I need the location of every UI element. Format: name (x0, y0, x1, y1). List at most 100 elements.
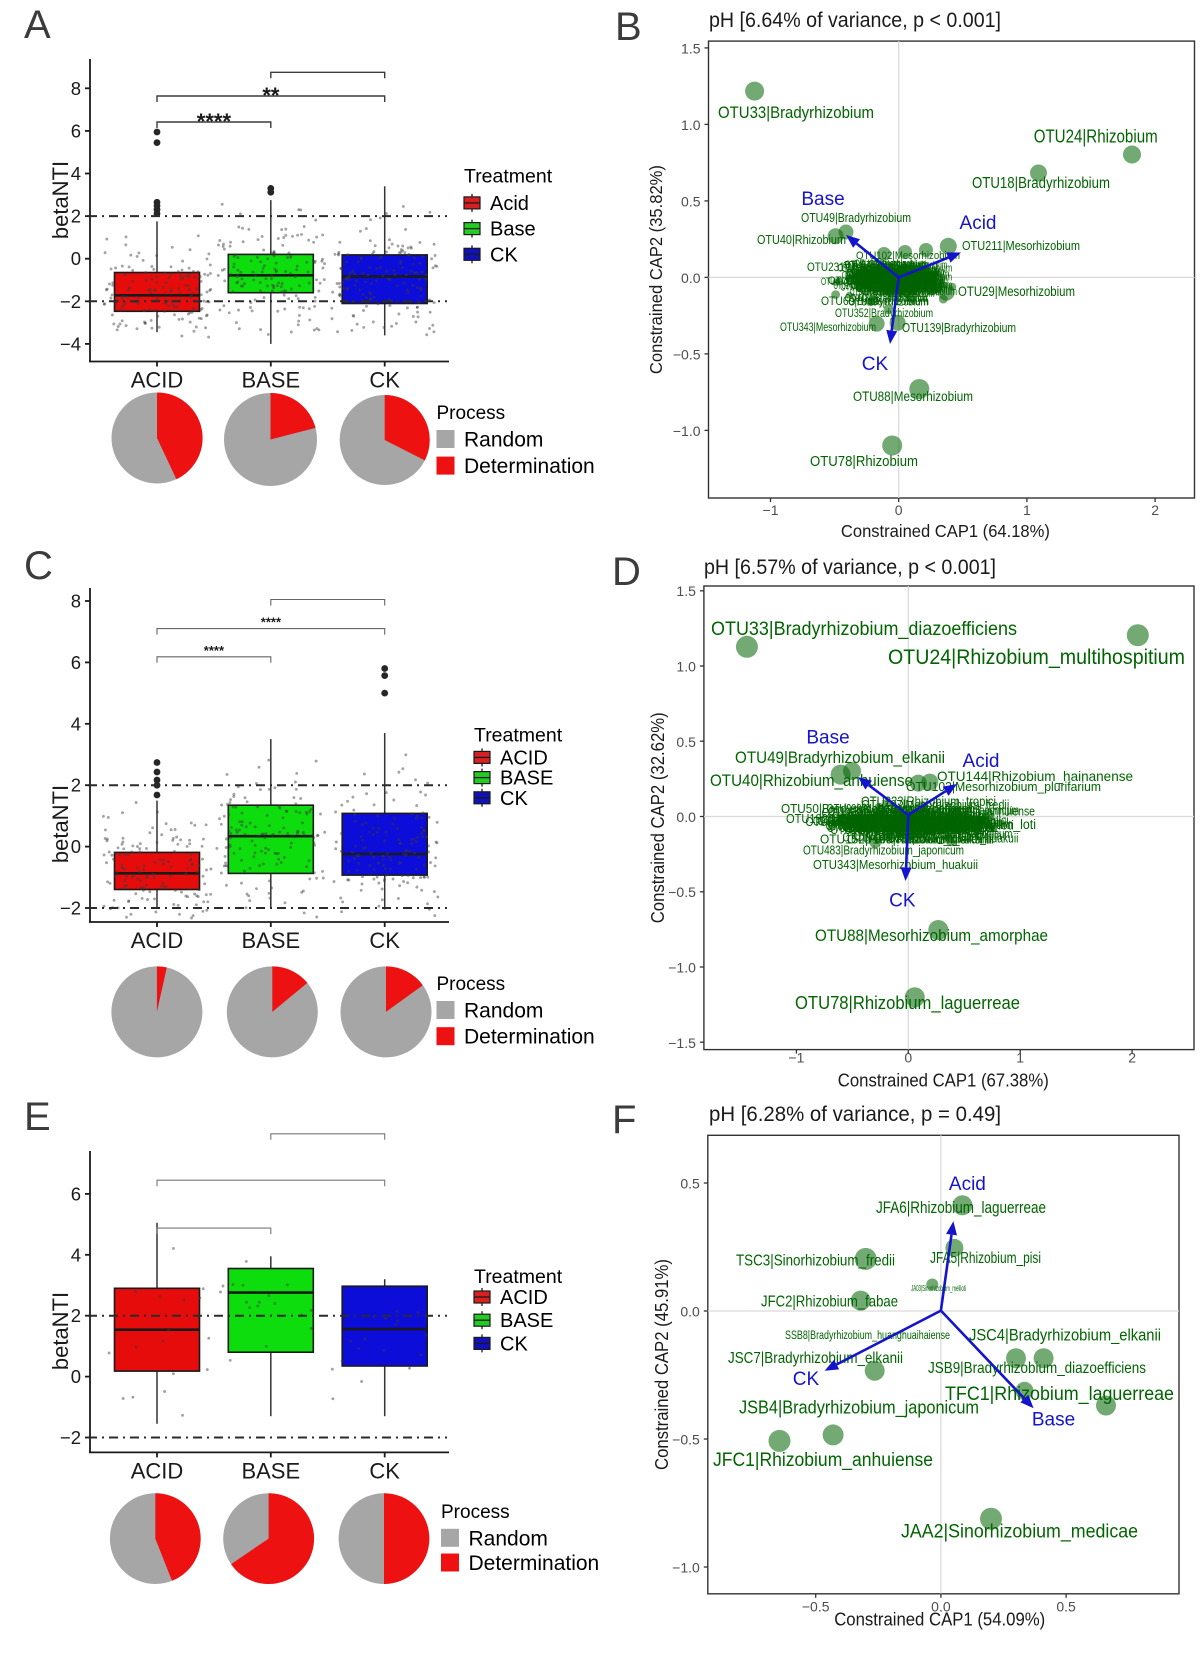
svg-text:OTU272|Rhizobium: OTU272|Rhizobium (854, 269, 925, 281)
svg-text:−1.0: −1.0 (668, 960, 696, 976)
svg-text:1.0: 1.0 (681, 117, 701, 133)
svg-text:CK: CK (500, 1333, 528, 1355)
svg-text:OTU191|Rhizobium: OTU191|Rhizobium (862, 275, 939, 287)
svg-text:Acid: Acid (490, 193, 529, 215)
svg-text:OTU88|Mesorhizobium_amorphae: OTU88|Mesorhizobium_amorphae (815, 926, 1048, 945)
svg-text:pH [6.57% of variance, p < 0.0: pH [6.57% of variance, p < 0.001] (704, 555, 996, 579)
svg-text:OTU241|Mesorhizobium: OTU241|Mesorhizobium (834, 280, 897, 292)
svg-text:A: A (24, 3, 51, 47)
svg-text:OTU296|Bradyrhizobium_japonicu: OTU296|Bradyrhizobium_japonicum (848, 814, 986, 828)
svg-text:OTU33|Bradyrhizobium: OTU33|Bradyrhizobium (718, 103, 874, 122)
svg-text:2: 2 (71, 1305, 81, 1326)
svg-text:0.5: 0.5 (1056, 1598, 1076, 1614)
svg-text:OTU195|Rhizobium_elkanii: OTU195|Rhizobium_elkanii (847, 833, 994, 847)
svg-text:Acid: Acid (949, 1174, 986, 1195)
svg-text:OTU39|Rhizobium: OTU39|Rhizobium (876, 271, 942, 283)
svg-text:OTU102|Mesorhizobium: OTU102|Mesorhizobium (856, 250, 960, 262)
svg-text:OTU330|Bradyrhizobium: OTU330|Bradyrhizobium (850, 286, 918, 298)
svg-text:OTU328|Rhizobium: OTU328|Rhizobium (866, 276, 936, 288)
svg-text:OTU35|Bradyrhizobium_huakuii: OTU35|Bradyrhizobium_huakuii (882, 816, 1006, 830)
svg-text:OTU197|Sinorhizobium: OTU197|Sinorhizobium (851, 274, 933, 286)
svg-text:OTU248|Sinorhizobium_huakuii: OTU248|Sinorhizobium_huakuii (828, 820, 977, 834)
svg-text:OTU162|Mesorhizobium: OTU162|Mesorhizobium (852, 280, 915, 292)
svg-text:CK: CK (369, 928, 400, 953)
svg-text:OTU212|Mesorhizobium_huakuii: OTU212|Mesorhizobium_huakuii (861, 818, 982, 832)
svg-text:ACID: ACID (500, 747, 548, 769)
svg-text:CK: CK (500, 788, 528, 810)
svg-text:JA03|Sinorhizobium_meliloti: JA03|Sinorhizobium_meliloti (911, 1284, 966, 1293)
svg-text:OTU33|Bradyrhizobium_diazoeffi: OTU33|Bradyrhizobium_diazoefficiens (711, 618, 1017, 640)
svg-text:TSC3|Sinorhizobium_fredii: TSC3|Sinorhizobium_fredii (736, 1253, 895, 1270)
svg-text:betaNTI: betaNTI (48, 161, 73, 239)
svg-text:OTU298|Mesorhizobium_elkanii: OTU298|Mesorhizobium_elkanii (860, 813, 984, 827)
svg-text:OTU83|Mesorhizobium_huakuii: OTU83|Mesorhizobium_huakuii (853, 814, 981, 828)
svg-text:OTU28|Sinorhizobium: OTU28|Sinorhizobium (871, 275, 936, 287)
svg-text:OTU88|Mesorhizobium: OTU88|Mesorhizobium (853, 388, 973, 404)
svg-text:OTU314|Sinorhizobium_loti: OTU314|Sinorhizobium_loti (865, 819, 1014, 833)
svg-text:OTU251|Bradyrhizobium: OTU251|Bradyrhizobium (845, 270, 912, 282)
svg-text:OTU23|Mesorhizobium_loti: OTU23|Mesorhizobium_loti (886, 817, 1036, 832)
svg-text:OTU326|Bradyrhizobium_loti: OTU326|Bradyrhizobium_loti (856, 821, 996, 835)
svg-text:OTU232|Rhizobium: OTU232|Rhizobium (846, 268, 926, 280)
svg-text:OTU117|Bradyrhizobium: OTU117|Bradyrhizobium (853, 276, 917, 288)
svg-text:OTU420|Sinorhizobium: OTU420|Sinorhizobium (844, 277, 921, 289)
svg-text:Treatment: Treatment (474, 725, 563, 747)
svg-text:OTU378|Mesorhizobium: OTU378|Mesorhizobium (856, 283, 922, 295)
svg-text:OTU454|Rhizobium: OTU454|Rhizobium (869, 282, 941, 294)
svg-text:JSB9|Bradyrhizobium_diazoeffic: JSB9|Bradyrhizobium_diazoefficiens (928, 1360, 1146, 1377)
svg-text:CK: CK (369, 1458, 400, 1483)
svg-text:OTU18|Bradyrhizobium: OTU18|Bradyrhizobium (972, 175, 1110, 192)
svg-text:OTU181|Bradyrhizobium: OTU181|Bradyrhizobium (856, 277, 937, 289)
svg-text:OTU252|Mesorhizobium_tropici: OTU252|Mesorhizobium_tropici (847, 816, 984, 830)
svg-text:CK: CK (862, 354, 889, 375)
svg-text:OTU78|Rhizobium: OTU78|Rhizobium (810, 453, 918, 470)
svg-text:OTU104|Sinorhizobium: OTU104|Sinorhizobium (867, 273, 934, 285)
svg-text:JSC7|Bradyrhizobium_elkanii: JSC7|Bradyrhizobium_elkanii (728, 1350, 903, 1367)
svg-text:OTU483|Mesorhizobium: OTU483|Mesorhizobium (851, 273, 933, 285)
svg-text:OTU49|Bradyrhizobium: OTU49|Bradyrhizobium (801, 210, 911, 225)
svg-text:OTU401|Rhizobium_loti: OTU401|Rhizobium_loti (847, 821, 981, 835)
svg-text:Random: Random (464, 429, 543, 452)
svg-text:BASE: BASE (241, 1458, 300, 1483)
svg-text:OTU56|Sinorhizobium_tropici: OTU56|Sinorhizobium_tropici (847, 809, 980, 823)
svg-text:betaNTI: betaNTI (48, 785, 73, 863)
svg-text:OTU64|Bradyrhizobium: OTU64|Bradyrhizobium (868, 280, 945, 292)
svg-text:JSB4|Bradyrhizobium_japonicum: JSB4|Bradyrhizobium_japonicum (739, 1397, 979, 1418)
svg-text:1.5: 1.5 (681, 40, 701, 56)
svg-text:OTU262|Mesorhizobium_japonicum: OTU262|Mesorhizobium_japonicum (827, 821, 965, 835)
svg-text:OTU191|Bradyrhizobium_fredii: OTU191|Bradyrhizobium_fredii (843, 815, 985, 829)
svg-text:OTU407|Bradyrhizobium: OTU407|Bradyrhizobium (821, 276, 894, 288)
svg-text:JFA5|Rhizobium_pisi: JFA5|Rhizobium_pisi (930, 1250, 1041, 1267)
svg-text:BASE: BASE (500, 768, 553, 790)
svg-text:OTU116|Rhizobium: OTU116|Rhizobium (858, 284, 941, 296)
svg-text:TFC1|Rhizobium_laguerreae: TFC1|Rhizobium_laguerreae (945, 1384, 1174, 1405)
svg-text:JAA2|Sinorhizobium_medicae: JAA2|Sinorhizobium_medicae (901, 1522, 1138, 1543)
svg-text:OTU467|Sinorhizobium: OTU467|Sinorhizobium (858, 282, 920, 294)
svg-text:0.5: 0.5 (680, 1176, 700, 1192)
svg-text:OTU493|Rhizobium_loti: OTU493|Rhizobium_loti (844, 821, 994, 835)
svg-text:OTU450|Rhizobium: OTU450|Rhizobium (876, 273, 937, 285)
svg-text:D: D (612, 550, 641, 594)
svg-text:2: 2 (1151, 502, 1159, 518)
svg-text:Random: Random (464, 1000, 543, 1023)
svg-text:OTU430|Bradyrhizobium: OTU430|Bradyrhizobium (853, 274, 925, 286)
svg-text:OTU383|Sinorhizobium_loti: OTU383|Sinorhizobium_loti (862, 813, 985, 827)
svg-text:0.0: 0.0 (680, 1304, 700, 1320)
svg-text:OTU43|Rhizobium: OTU43|Rhizobium (866, 281, 942, 293)
svg-text:OTU94|Bradyrhizobium: OTU94|Bradyrhizobium (872, 286, 957, 298)
svg-text:OTU352|Bradyrhizobium: OTU352|Bradyrhizobium (835, 308, 933, 320)
svg-text:OTU256|Rhizobium: OTU256|Rhizobium (846, 276, 922, 288)
svg-text:−1: −1 (763, 502, 779, 518)
svg-text:OTU407|Rhizobium_fredii: OTU407|Rhizobium_fredii (851, 813, 990, 827)
svg-text:OTU250|Bradyrhizobium: OTU250|Bradyrhizobium (868, 276, 945, 288)
svg-text:OTU428|Mesorhizobium: OTU428|Mesorhizobium (860, 285, 937, 297)
svg-text:OTU255|Rhizobium: OTU255|Rhizobium (851, 269, 920, 281)
svg-text:6: 6 (71, 652, 81, 673)
svg-text:OTU243|Sinorhizobium: OTU243|Sinorhizobium (869, 275, 948, 287)
svg-text:−2: −2 (60, 1427, 81, 1448)
svg-text:BASE: BASE (241, 928, 300, 953)
svg-text:OTU62|Bradyrhizobium_fredii: OTU62|Bradyrhizobium_fredii (826, 815, 954, 829)
svg-text:1.0: 1.0 (676, 659, 696, 675)
svg-text:JFC1|Rhizobium_anhuiense: JFC1|Rhizobium_anhuiense (713, 1450, 933, 1471)
svg-text:OTU475|Bradyrhizobium_loti: OTU475|Bradyrhizobium_loti (865, 823, 985, 837)
